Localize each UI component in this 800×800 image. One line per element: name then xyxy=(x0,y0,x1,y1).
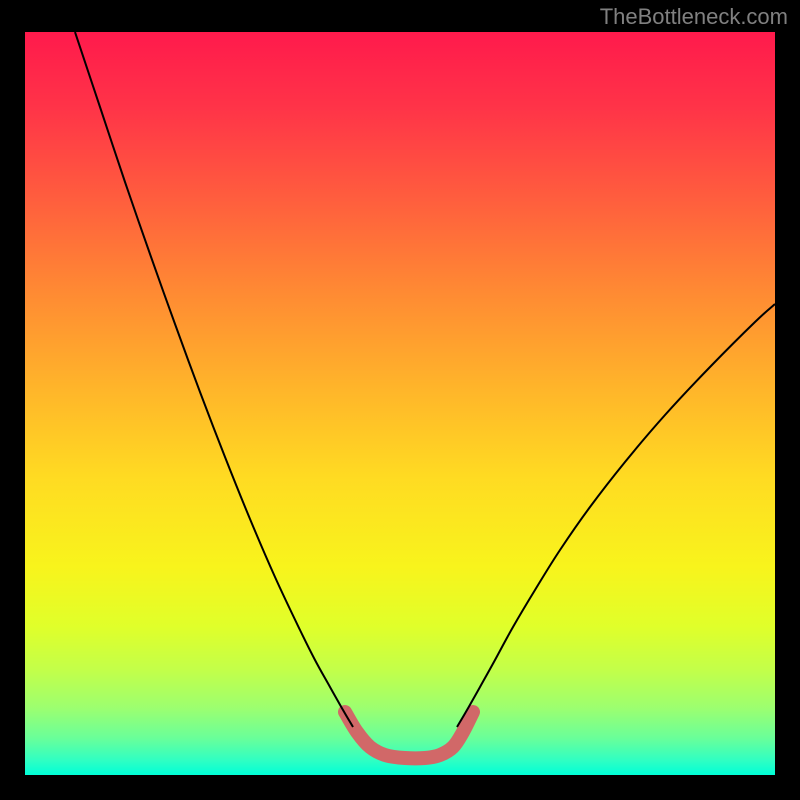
bottleneck-highlight xyxy=(345,712,473,758)
right-curve xyxy=(457,304,775,727)
watermark-text: TheBottleneck.com xyxy=(600,4,788,30)
plot-area xyxy=(25,32,775,775)
outer-frame: TheBottleneck.com xyxy=(0,0,800,800)
left-curve xyxy=(75,32,353,727)
chart-svg xyxy=(25,32,775,775)
